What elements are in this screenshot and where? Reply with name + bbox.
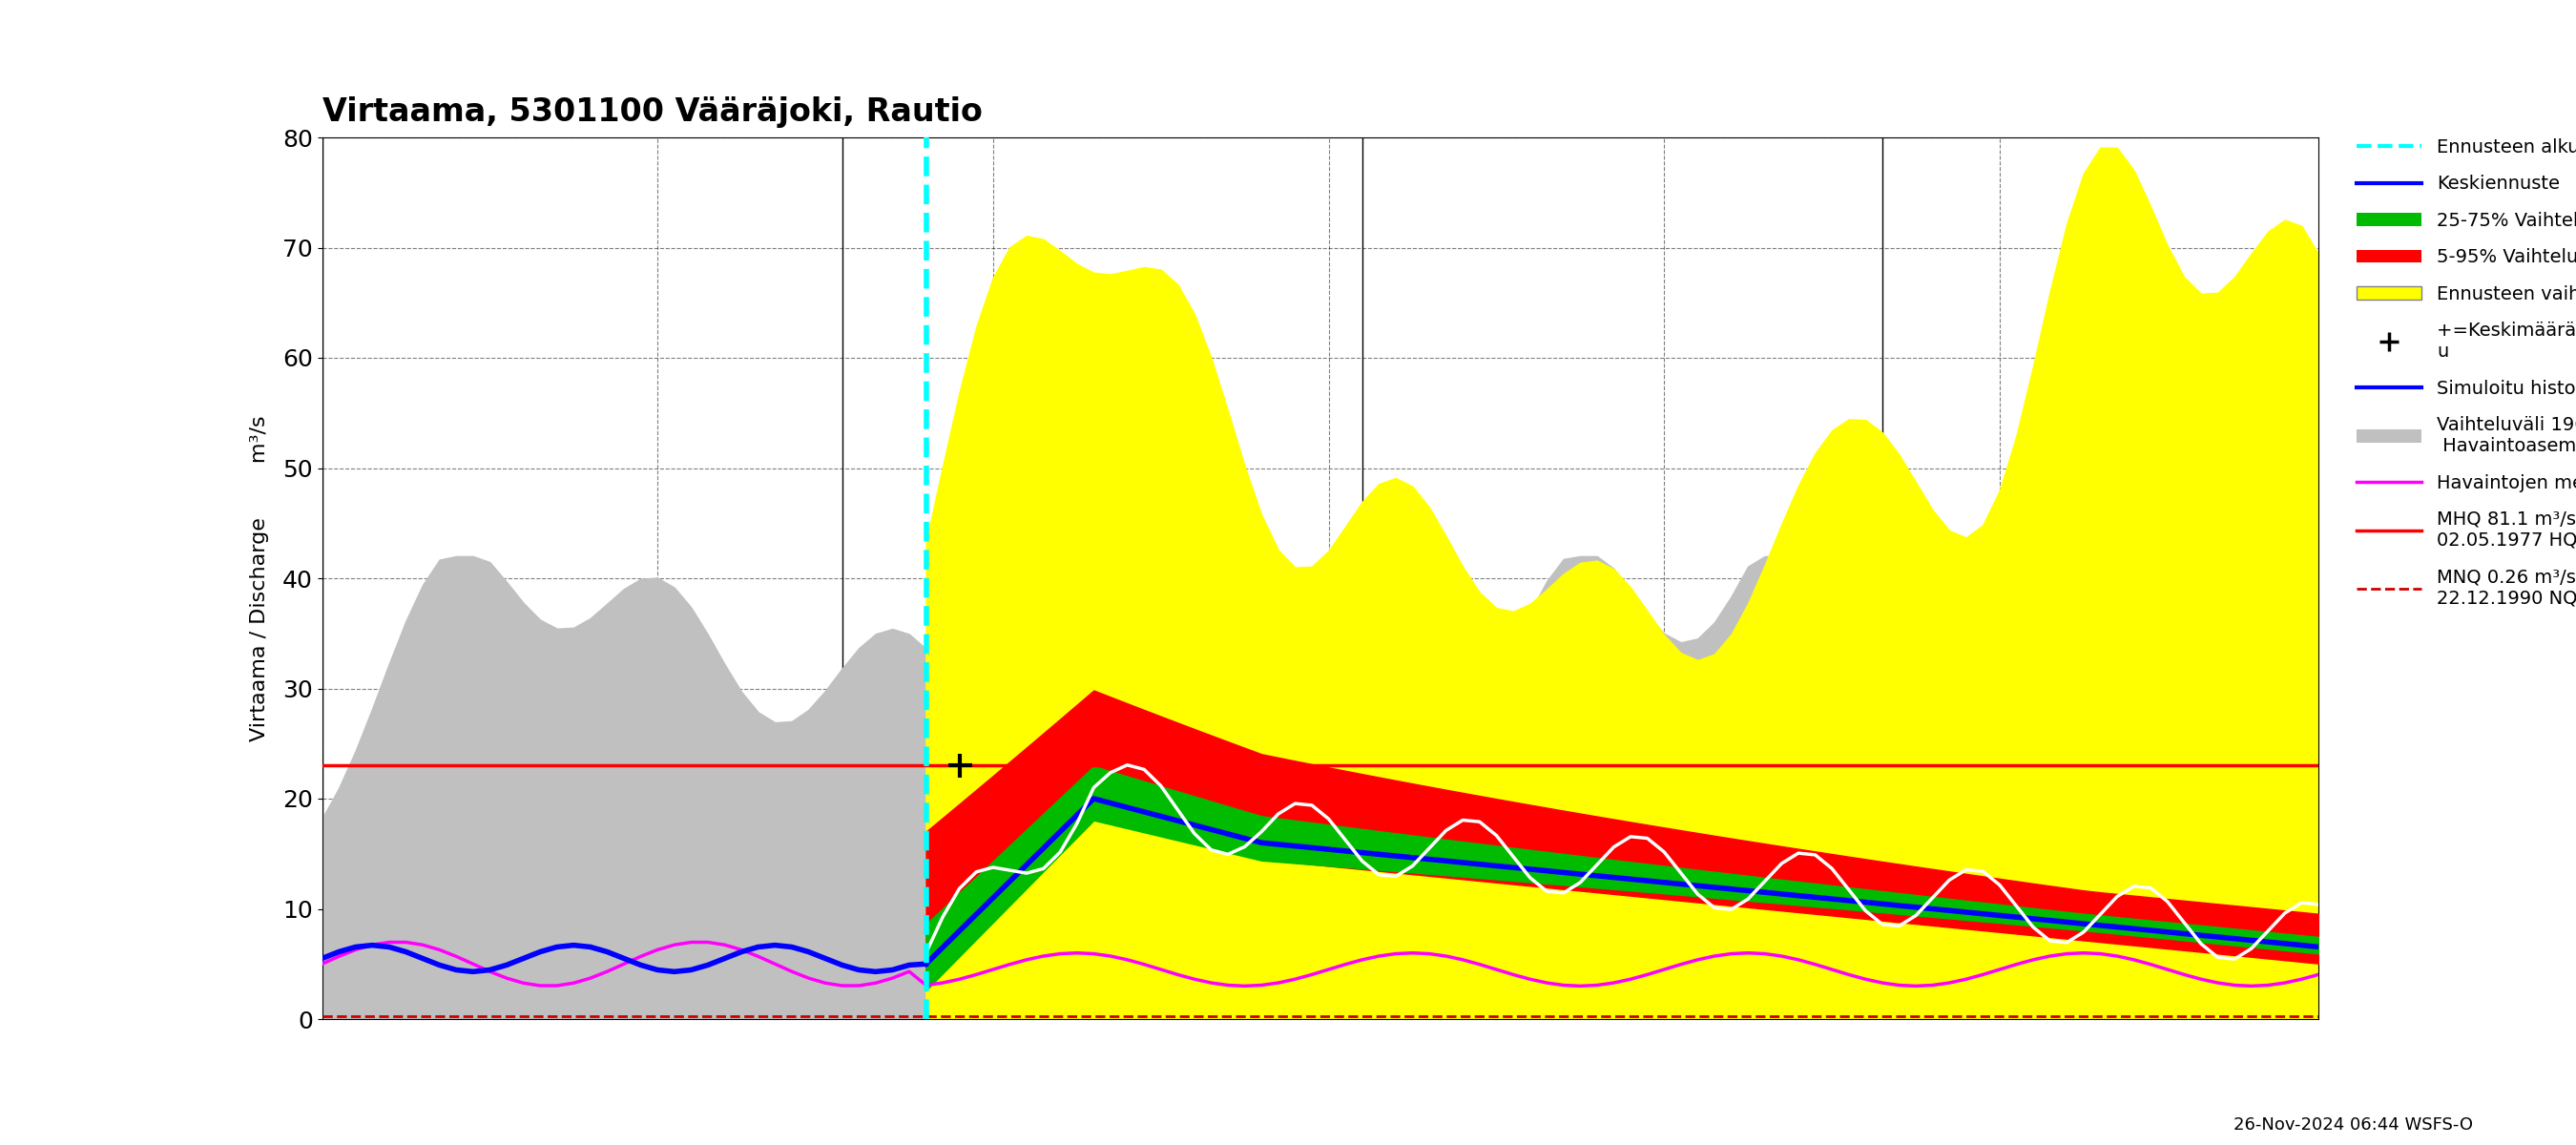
- Y-axis label: Virtaama / Discharge        m³/s: Virtaama / Discharge m³/s: [250, 416, 268, 741]
- Legend: Ennusteen alku, Keskiennuste, 25-75% Vaihteluväli, 5-95% Vaihteluväli, Ennusteen: Ennusteen alku, Keskiennuste, 25-75% Vai…: [2347, 129, 2576, 616]
- Text: Virtaama, 5301100 Vääräjoki, Rautio: Virtaama, 5301100 Vääräjoki, Rautio: [322, 96, 981, 128]
- Text: 26-Nov-2024 06:44 WSFS-O: 26-Nov-2024 06:44 WSFS-O: [2233, 1116, 2473, 1134]
